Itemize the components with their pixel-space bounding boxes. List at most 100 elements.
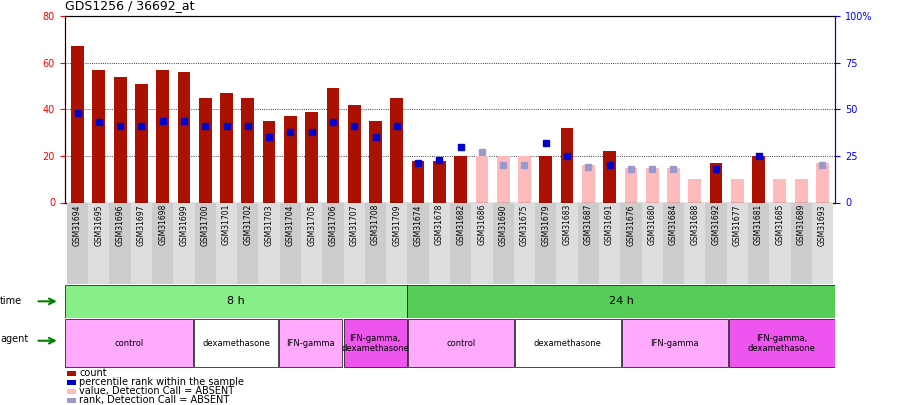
- Text: GSM31686: GSM31686: [477, 204, 486, 245]
- Bar: [599, 202, 620, 284]
- Bar: [518, 156, 531, 202]
- Bar: [177, 72, 191, 202]
- Text: GSM31696: GSM31696: [115, 204, 124, 245]
- Text: GSM31694: GSM31694: [73, 204, 82, 245]
- Bar: [450, 202, 472, 284]
- Bar: [305, 112, 318, 202]
- Bar: [67, 371, 76, 376]
- Bar: [152, 202, 174, 284]
- Bar: [347, 104, 361, 202]
- Bar: [411, 160, 425, 202]
- Bar: [408, 320, 514, 367]
- Text: GSM31704: GSM31704: [286, 204, 295, 245]
- Text: time: time: [0, 296, 22, 306]
- Text: GSM31677: GSM31677: [733, 204, 742, 245]
- Bar: [344, 320, 407, 367]
- Bar: [620, 202, 642, 284]
- Bar: [391, 98, 403, 202]
- Bar: [729, 320, 834, 367]
- Text: GSM31676: GSM31676: [626, 204, 635, 245]
- Text: rank, Detection Call = ABSENT: rank, Detection Call = ABSENT: [79, 395, 230, 405]
- Text: GSM31707: GSM31707: [350, 204, 359, 245]
- Bar: [515, 320, 621, 367]
- Bar: [241, 98, 254, 202]
- Text: GSM31701: GSM31701: [222, 204, 231, 245]
- Text: GSM31689: GSM31689: [796, 204, 806, 245]
- Text: 24 h: 24 h: [608, 296, 634, 306]
- Text: dexamethasone: dexamethasone: [202, 339, 270, 348]
- Text: GSM31702: GSM31702: [243, 204, 252, 245]
- Bar: [194, 202, 216, 284]
- Text: count: count: [79, 368, 107, 378]
- Bar: [263, 121, 275, 202]
- Text: dexamethasone: dexamethasone: [534, 339, 601, 348]
- Bar: [561, 128, 573, 202]
- Text: GSM31695: GSM31695: [94, 204, 104, 245]
- Bar: [280, 202, 301, 284]
- Bar: [364, 202, 386, 284]
- Bar: [113, 77, 127, 202]
- Bar: [386, 202, 408, 284]
- Bar: [199, 98, 212, 202]
- Text: GDS1256 / 36692_at: GDS1256 / 36692_at: [65, 0, 194, 12]
- Bar: [93, 70, 105, 202]
- Bar: [556, 202, 578, 284]
- Bar: [578, 202, 599, 284]
- Bar: [67, 379, 76, 385]
- Bar: [514, 202, 536, 284]
- Text: GSM31697: GSM31697: [137, 204, 146, 245]
- Text: IFN-gamma: IFN-gamma: [651, 339, 699, 348]
- Bar: [475, 156, 489, 202]
- Text: agent: agent: [0, 334, 28, 344]
- Bar: [667, 168, 680, 202]
- Bar: [220, 93, 233, 202]
- Bar: [812, 202, 833, 284]
- Bar: [408, 202, 428, 284]
- Bar: [454, 156, 467, 202]
- Bar: [216, 202, 238, 284]
- Text: GSM31700: GSM31700: [201, 204, 210, 245]
- Text: GSM31675: GSM31675: [520, 204, 529, 245]
- Text: GSM31708: GSM31708: [371, 204, 380, 245]
- Text: GSM31709: GSM31709: [392, 204, 401, 245]
- Bar: [284, 116, 297, 202]
- Text: GSM31681: GSM31681: [754, 204, 763, 245]
- Text: GSM31706: GSM31706: [328, 204, 338, 245]
- Bar: [726, 202, 748, 284]
- Text: GSM31678: GSM31678: [435, 204, 444, 245]
- Bar: [67, 202, 88, 284]
- Bar: [258, 202, 280, 284]
- Bar: [625, 168, 637, 202]
- Bar: [88, 202, 110, 284]
- Bar: [497, 156, 509, 202]
- Text: GSM31687: GSM31687: [584, 204, 593, 245]
- Bar: [428, 202, 450, 284]
- Bar: [539, 156, 553, 202]
- Text: GSM31690: GSM31690: [499, 204, 508, 245]
- Text: GSM31679: GSM31679: [541, 204, 550, 245]
- Bar: [327, 88, 339, 202]
- Text: GSM31683: GSM31683: [562, 204, 572, 245]
- Text: IFN-gamma,
dexamethasone: IFN-gamma, dexamethasone: [748, 334, 815, 353]
- Bar: [322, 202, 344, 284]
- Bar: [662, 202, 684, 284]
- Text: value, Detection Call = ABSENT: value, Detection Call = ABSENT: [79, 386, 235, 396]
- Bar: [472, 202, 492, 284]
- Text: control: control: [114, 339, 144, 348]
- Bar: [536, 202, 556, 284]
- Text: GSM31705: GSM31705: [307, 204, 316, 245]
- Bar: [773, 179, 787, 202]
- Bar: [790, 202, 812, 284]
- Bar: [688, 179, 701, 202]
- Bar: [130, 202, 152, 284]
- Bar: [709, 163, 723, 202]
- Bar: [770, 202, 790, 284]
- Text: percentile rank within the sample: percentile rank within the sample: [79, 377, 245, 387]
- Text: 8 h: 8 h: [227, 296, 245, 306]
- Text: GSM31691: GSM31691: [605, 204, 614, 245]
- Bar: [433, 160, 446, 202]
- Bar: [279, 320, 342, 367]
- Text: control: control: [446, 339, 475, 348]
- Bar: [65, 285, 407, 318]
- Bar: [238, 202, 258, 284]
